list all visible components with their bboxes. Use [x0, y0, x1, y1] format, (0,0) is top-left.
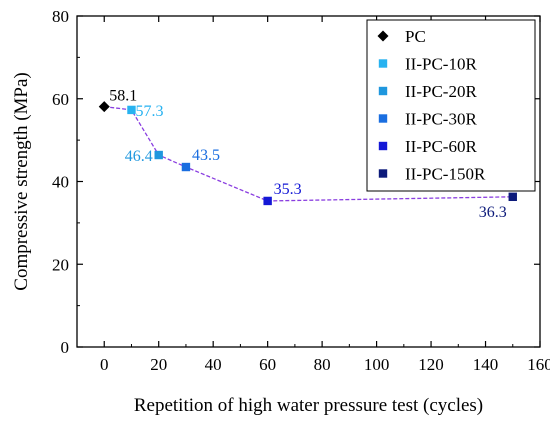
legend-marker-pc	[377, 30, 389, 42]
legend-label: II-PC-150R	[405, 165, 486, 184]
x-tick-label: 100	[364, 355, 390, 374]
legend-marker-ii-pc-150r	[378, 169, 388, 178]
data-label: 43.5	[192, 147, 220, 164]
data-label: 36.3	[479, 204, 507, 221]
legend-marker-ii-pc-60r	[378, 141, 388, 151]
data-point-pc	[98, 101, 110, 113]
data-label: 58.1	[109, 88, 137, 105]
data-label: 46.4	[125, 148, 153, 165]
legend-marker-ii-pc-20r	[378, 86, 388, 96]
data-point-ii-pc-20r	[154, 150, 163, 160]
x-tick-label: 40	[205, 355, 222, 374]
y-axis-ticks: 0 20 40 60 80	[52, 7, 540, 357]
data-point-ii-pc-150r	[508, 192, 517, 202]
legend-label: II-PC-10R	[405, 55, 477, 74]
x-tick-label: 80	[314, 355, 331, 374]
x-tick-label: 120	[418, 355, 444, 374]
data-label: 35.3	[274, 181, 302, 198]
data-labels: 58.157.3 46.4 43.5 35.3 36.3	[109, 88, 507, 221]
legend-box	[366, 19, 536, 192]
legend: PC II-PC-10R II-PC-20R II-PC-30R II-PC-60R II…	[366, 19, 536, 192]
y-tick-label: 60	[52, 90, 69, 109]
data-point-ii-pc-10r	[127, 105, 136, 115]
legend-marker-ii-pc-10r	[378, 59, 388, 68]
legend-label: II-PC-60R	[405, 137, 477, 156]
data-markers	[98, 101, 517, 206]
y-tick-label: 80	[52, 7, 69, 26]
y-tick-label: 20	[52, 255, 69, 274]
x-axis-title: Repetition of high water pressure test (…	[134, 395, 483, 416]
y-axis-title: Compressive strength (MPa)	[11, 72, 32, 290]
plot-area: 0 20 40 60 80 100 120 140 160 0 20 40 60 80 58.157.3…	[52, 7, 550, 374]
x-axis-ticks: 0 20 40 60 80 100 120 140 160	[76, 16, 550, 374]
x-tick-label: 60	[259, 355, 276, 374]
legend-label: PC	[405, 27, 426, 46]
data-point-ii-pc-60r	[263, 196, 272, 206]
y-tick-label: 40	[52, 173, 69, 192]
x-tick-label: 0	[100, 355, 109, 374]
legend-label: II-PC-20R	[405, 82, 477, 101]
legend-marker-ii-pc-30r	[378, 114, 388, 123]
data-point-ii-pc-30r	[181, 162, 191, 172]
x-tick-label: 140	[473, 355, 499, 374]
data-label: 57.3	[135, 103, 163, 120]
legend-label: II-PC-30R	[405, 110, 477, 129]
x-tick-label: 160	[527, 355, 550, 374]
y-tick-label: 0	[61, 338, 70, 357]
x-tick-label: 20	[150, 355, 167, 374]
